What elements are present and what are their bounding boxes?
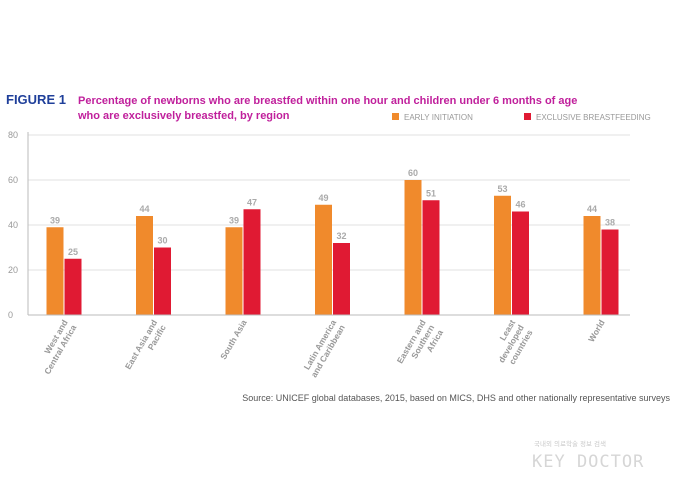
bar-early-initiation-5 (494, 195, 511, 315)
y-tick-label-20: 20 (8, 265, 18, 275)
watermark-logo: KEY DOCTOR (532, 452, 644, 472)
value-label-early-initiation-0: 39 (50, 215, 60, 225)
source-note: Source: UNICEF global databases, 2015, b… (242, 393, 670, 403)
category-label-0: West andCentral Africa (33, 318, 78, 376)
legend: EARLY INITIATION EXCLUSIVE BREASTFEEDING (392, 113, 651, 122)
category-label-3: Latin Americaand Caribbean (300, 318, 347, 379)
value-label-exclusive-breastfeeding-2: 47 (247, 197, 257, 207)
bar-early-initiation-6 (583, 216, 601, 315)
value-label-early-initiation-1: 44 (139, 204, 149, 214)
value-label-exclusive-breastfeeding-5: 46 (515, 200, 525, 210)
value-label-exclusive-breastfeeding-3: 32 (336, 231, 346, 241)
chart-title-line2: who are exclusively breastfed, by region (77, 110, 290, 122)
y-tick-label-40: 40 (8, 220, 18, 230)
category-label-5: Leastdevelopedcountries (488, 318, 535, 370)
value-label-early-initiation-5: 53 (497, 184, 507, 194)
category-label-6: World (586, 318, 607, 344)
legend-swatch-early-initiation (392, 113, 399, 120)
value-label-exclusive-breastfeeding-6: 38 (605, 218, 615, 228)
y-tick-label-0: 0 (8, 310, 13, 320)
value-label-exclusive-breastfeeding-1: 30 (157, 236, 167, 246)
legend-label-early-initiation: EARLY INITIATION (404, 113, 473, 122)
value-label-early-initiation-4: 60 (408, 168, 418, 178)
chart-title-line1: Percentage of newborns who are breastfed… (78, 95, 577, 107)
bar-exclusive-breastfeeding-1 (154, 247, 171, 315)
value-labels: 39 25 44 30 39 47 49 32 60 51 53 46 44 38 (50, 168, 615, 257)
bar-exclusive-breastfeeding-6 (601, 229, 619, 315)
value-label-early-initiation-3: 49 (318, 193, 328, 203)
bar-early-initiation-0 (46, 227, 64, 315)
bar-exclusive-breastfeeding-4 (422, 200, 440, 315)
category-labels: West andCentral Africa East Asia andPacif… (33, 318, 607, 379)
value-label-early-initiation-6: 44 (587, 204, 597, 214)
value-label-exclusive-breastfeeding-0: 25 (68, 247, 78, 257)
bar-early-initiation-2 (225, 227, 243, 315)
bar-exclusive-breastfeeding-0 (64, 258, 82, 315)
figure-label: FIGURE 1 (6, 92, 66, 107)
bar-exclusive-breastfeeding-5 (512, 211, 529, 315)
category-label-1: East Asia andPacific (123, 318, 168, 376)
legend-label-exclusive-breastfeeding: EXCLUSIVE BREASTFEEDING (536, 113, 651, 122)
watermark-tagline: 국내외 의료학술 정보 검색 (534, 439, 606, 448)
bar-exclusive-breastfeeding-2 (243, 209, 261, 315)
category-label-2-line-0: South Asia (218, 318, 249, 361)
category-label-2: South Asia (218, 318, 249, 361)
bars (46, 180, 619, 315)
bar-exclusive-breastfeeding-3 (333, 243, 350, 315)
category-label-6-line-0: World (586, 318, 607, 344)
bar-early-initiation-4 (404, 180, 422, 315)
value-label-exclusive-breastfeeding-4: 51 (426, 188, 436, 198)
bar-early-initiation-1 (136, 216, 153, 315)
category-label-4: Eastern andSouthernAfrica (395, 318, 445, 375)
legend-swatch-exclusive-breastfeeding (524, 113, 531, 120)
y-axis-ticks: 0 20 40 60 80 (8, 130, 18, 320)
y-tick-label-60: 60 (8, 175, 18, 185)
value-label-early-initiation-2: 39 (229, 215, 239, 225)
y-tick-label-80: 80 (8, 130, 18, 140)
bar-early-initiation-3 (315, 204, 332, 315)
